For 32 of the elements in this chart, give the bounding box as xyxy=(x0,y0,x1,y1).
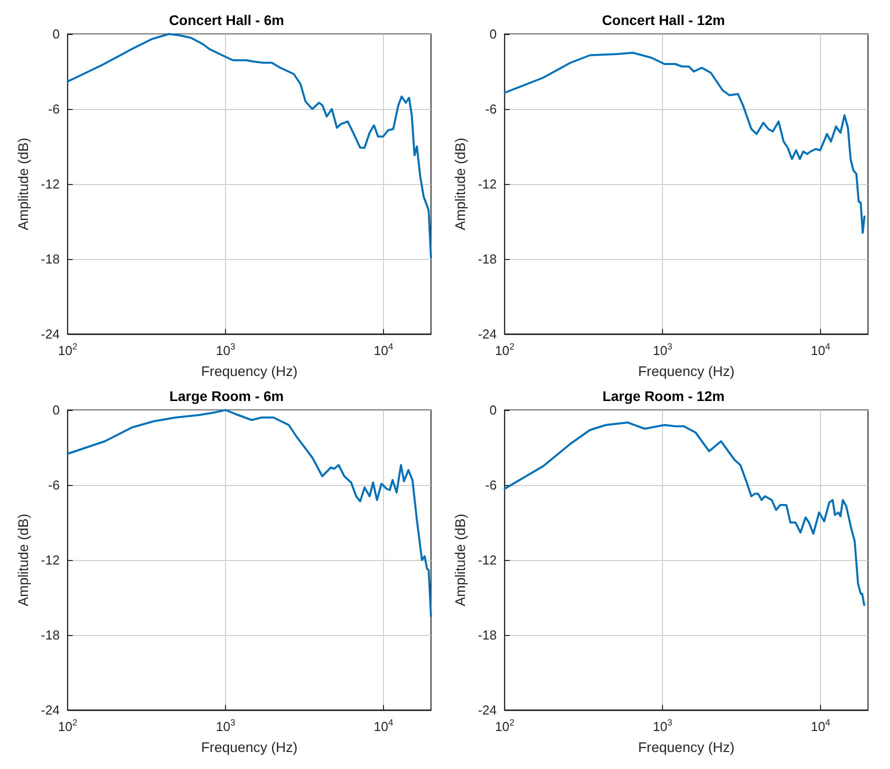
y-tick-label: -24 xyxy=(40,702,60,718)
y-tick-label: -6 xyxy=(485,478,497,492)
x-axis-title: Frequency (Hz) xyxy=(201,739,298,755)
y-tick-label: -6 xyxy=(48,478,60,492)
y-tick-label: -12 xyxy=(40,176,60,192)
y-tick-label: 0 xyxy=(489,402,497,418)
y-tick-label: -18 xyxy=(478,252,497,266)
y-tick-label: -24 xyxy=(40,326,60,342)
y-tick-label: 0 xyxy=(489,26,497,42)
x-axis-title: Frequency (Hz) xyxy=(638,739,735,755)
y-tick-label: -12 xyxy=(40,552,60,568)
y-axis-title: Amplitude (dB) xyxy=(452,514,468,606)
y-tick-label: -12 xyxy=(478,552,497,568)
y-axis-title: Amplitude (dB) xyxy=(15,514,31,606)
y-axis-title: Amplitude (dB) xyxy=(15,138,31,230)
y-tick-label: -24 xyxy=(478,326,497,342)
y-tick-label: -18 xyxy=(40,252,60,266)
y-tick-label: -18 xyxy=(478,628,497,642)
y-tick-label: -12 xyxy=(478,176,497,192)
chart-title: Large Room - 6m xyxy=(169,388,284,404)
chart-title: Concert Hall - 12m xyxy=(602,12,725,28)
y-tick-label: -24 xyxy=(478,702,497,718)
x-axis-title: Frequency (Hz) xyxy=(638,363,735,379)
y-tick-label: -6 xyxy=(485,102,497,116)
chart-title: Concert Hall - 6m xyxy=(168,12,284,28)
y-tick-label: -18 xyxy=(40,628,60,642)
y-tick-label: -6 xyxy=(48,102,60,116)
y-tick-label: 0 xyxy=(52,402,60,418)
y-axis-title: Amplitude (dB) xyxy=(452,138,468,230)
x-axis-title: Frequency (Hz) xyxy=(201,363,298,379)
y-tick-label: 0 xyxy=(52,26,60,42)
chart-title: Large Room - 12m xyxy=(602,388,725,404)
